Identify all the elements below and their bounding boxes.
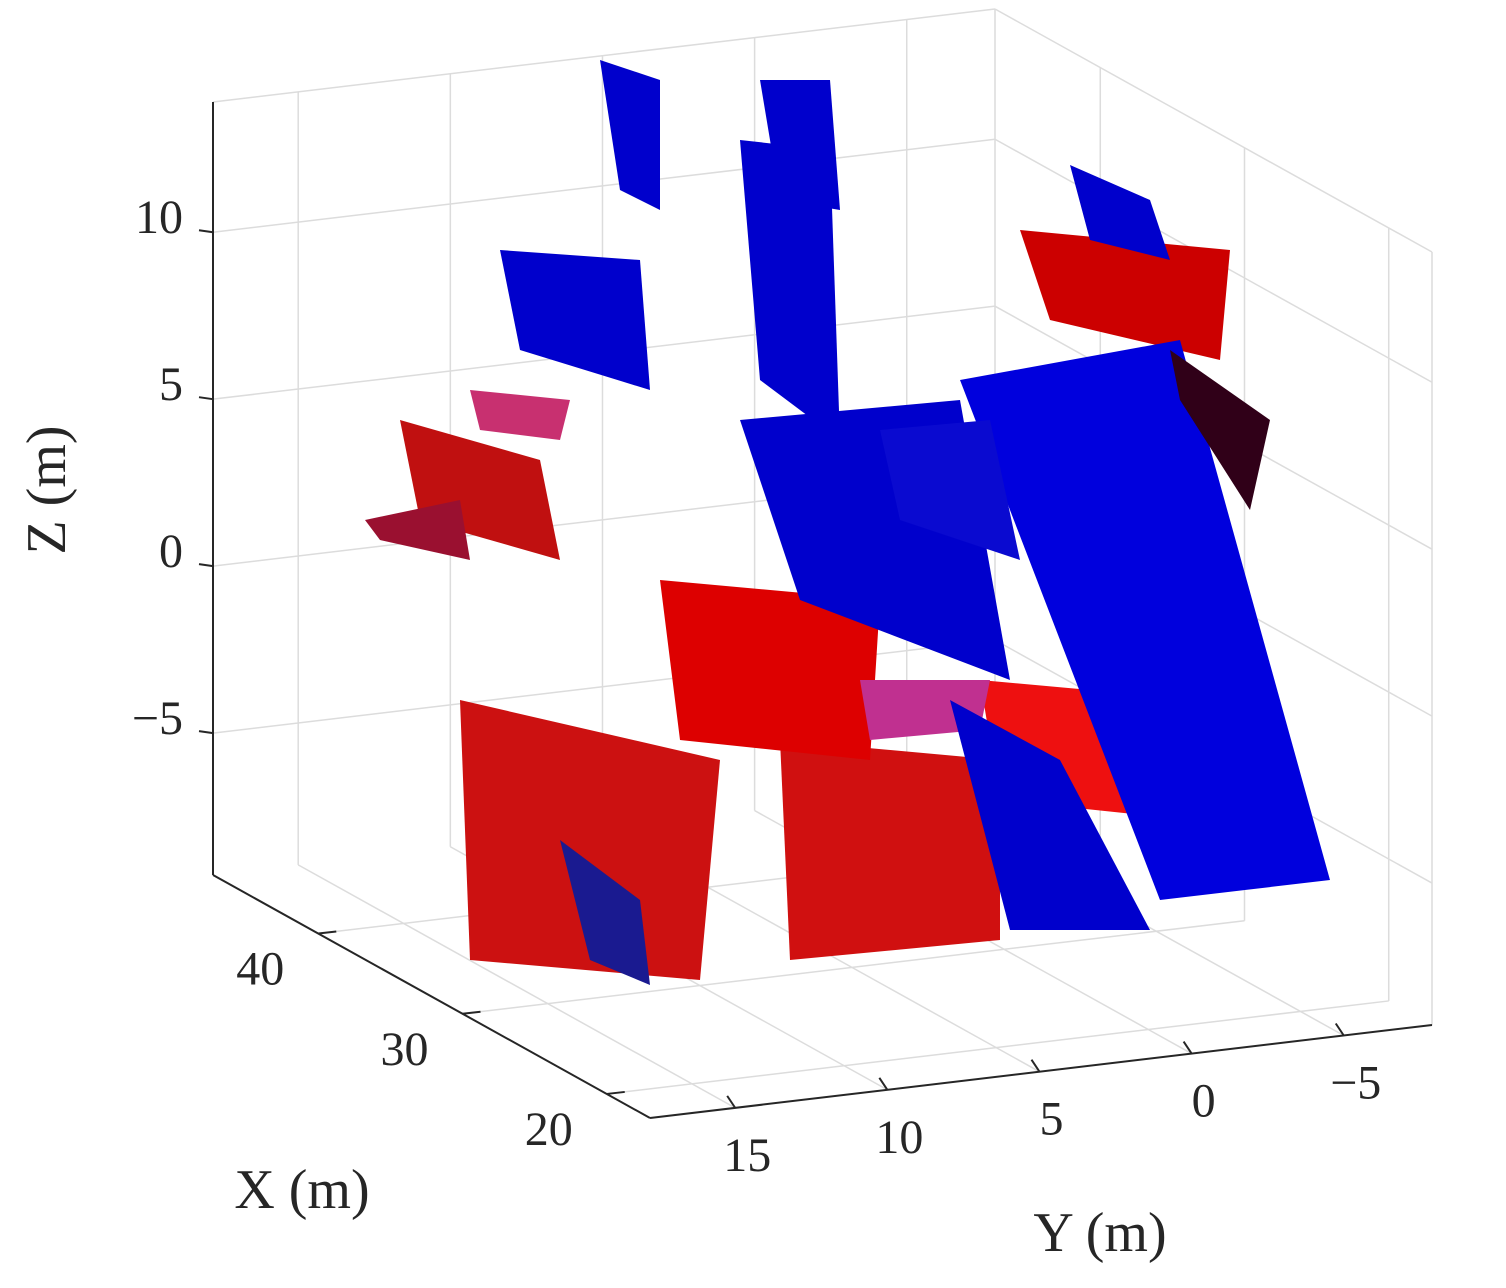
y-tick-label: 5 [1039,1093,1063,1146]
y-tick-label: −5 [1330,1057,1381,1110]
facet [660,580,880,760]
x-tick [462,1010,481,1015]
y-tick [1030,1059,1041,1073]
y-axis-label: Y (m) [1033,1202,1166,1264]
y-tick-label: 15 [723,1129,771,1182]
y-tick [726,1095,737,1109]
z-tick [198,730,214,735]
z-tick-label: 5 [159,358,183,411]
z-tick [198,229,214,234]
z-tick [198,563,214,568]
facet [780,740,1000,960]
facet [880,420,1020,560]
box-edge [212,8,996,103]
facet [560,840,650,985]
z-axis-label: Z (m) [16,425,78,554]
facet [760,80,840,210]
x-tick-label: 40 [236,943,284,996]
y-tick-label: 0 [1192,1075,1216,1128]
x-axis-label: X (m) [234,1159,369,1221]
y-axis [649,1024,1433,1119]
facet [960,340,1330,900]
x-axis [212,874,651,1119]
facet [740,140,840,440]
x-tick [606,1090,625,1095]
y-tick [878,1077,889,1091]
facet [950,700,1150,930]
y-tick [1334,1022,1345,1037]
z-tick-label: −5 [132,692,183,745]
grid-line [297,864,736,1109]
grid-line [462,919,1245,1015]
y-tick [1182,1041,1193,1055]
facet [365,500,470,560]
grid-line [212,138,996,233]
x-tick-label: 30 [381,1023,429,1076]
z-tick-label: 10 [135,191,183,244]
facet [470,390,570,440]
rock-facets [365,60,1330,985]
facet [500,250,650,390]
axis-layer: −5 0 5 10 20 30 40 15 10 5 0 −5 [132,102,1433,1182]
x-tick-label: 20 [525,1103,573,1156]
facet [1070,165,1170,260]
z-tick-label: 0 [159,525,183,578]
y-tick-label: 10 [875,1111,923,1164]
facet [460,700,720,980]
grid-line [606,1000,1389,1095]
facet [600,60,660,210]
facet [1170,350,1270,510]
x-tick [318,930,337,935]
z-tick [198,396,214,401]
facet [1020,230,1230,360]
box-edge [994,8,1433,253]
